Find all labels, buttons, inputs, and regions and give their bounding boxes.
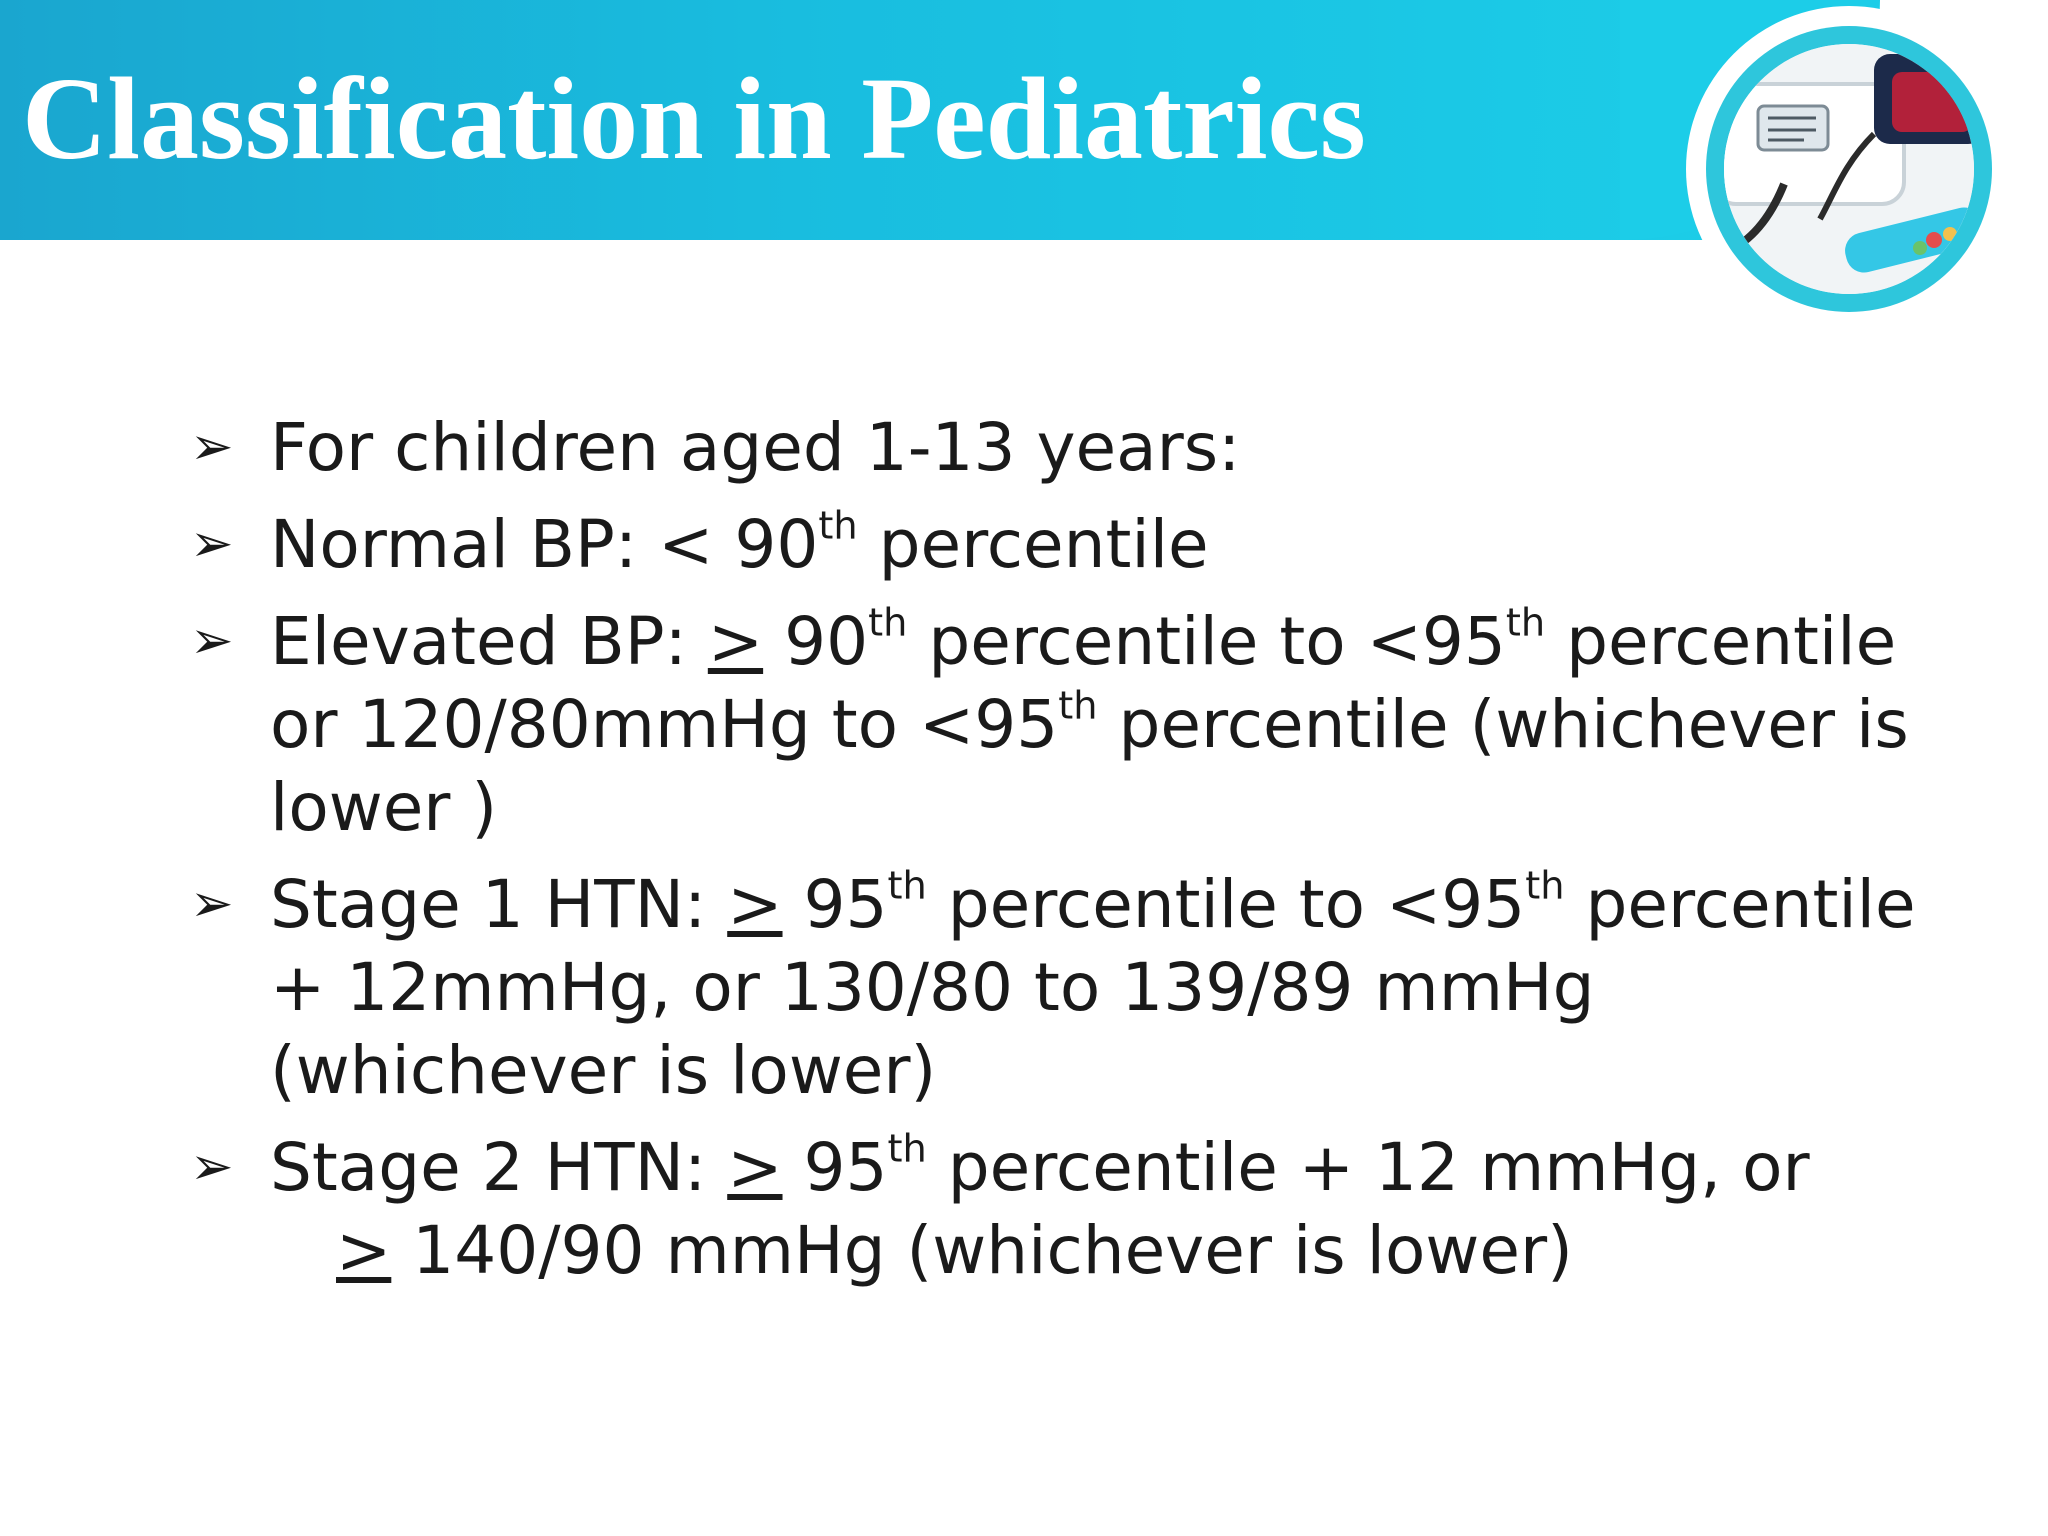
arrow-bullet-icon: ➢: [190, 874, 234, 934]
bullet-list: ➢ For children aged 1-13 years: ➢ Normal…: [190, 406, 1930, 1306]
greater-equal-symbol: >: [727, 1129, 783, 1206]
list-item: ➢ Stage 1 HTN: > 95th percentile to <95t…: [190, 863, 1930, 1112]
superscript: th: [1525, 863, 1565, 909]
superscript: th: [1058, 683, 1098, 729]
bullet-text: Stage 1 HTN:: [270, 866, 728, 943]
bullet-text: percentile + 12 mmHg, or: [926, 1129, 1810, 1206]
bullet-text: Stage 2 HTN:: [270, 1129, 728, 1206]
bullet-continuation: > 140/90 mmHg (whichever is lower): [270, 1209, 1930, 1292]
superscript: th: [1505, 600, 1546, 646]
arrow-bullet-icon: ➢: [190, 1137, 234, 1197]
list-item: ➢ Normal BP: < 90th percentile: [190, 503, 1930, 586]
greater-equal-symbol: >: [707, 603, 764, 680]
greater-equal-symbol: >: [336, 1212, 392, 1289]
greater-equal-symbol: >: [727, 866, 783, 943]
bullet-text: percentile to <95: [926, 866, 1526, 943]
list-item: ➢ Stage 2 HTN: > 95th percentile + 12 mm…: [190, 1126, 1930, 1292]
bullet-text: 90: [763, 603, 869, 680]
bullet-text: percentile: [857, 506, 1209, 583]
bullet-text: percentile or 120/80mmHg to <95: [270, 603, 1897, 763]
superscript: th: [887, 1126, 927, 1172]
logo-disc: [1706, 26, 1992, 312]
bullet-text: 95: [782, 866, 888, 943]
logo-badge: [1686, 6, 2012, 332]
superscript: th: [887, 863, 927, 909]
arrow-bullet-icon: ➢: [190, 514, 234, 574]
superscript: th: [818, 503, 858, 549]
bullet-text: Normal BP: < 90: [270, 506, 819, 583]
bullet-text: 140/90 mmHg (whichever is lower): [391, 1212, 1573, 1289]
blood-pressure-monitor-icon: [1724, 44, 1974, 294]
bullet-text: percentile (whichever is lower ): [270, 686, 1909, 846]
bullet-text: 95: [782, 1129, 888, 1206]
arrow-bullet-icon: ➢: [190, 417, 234, 477]
arrow-bullet-icon: ➢: [190, 611, 234, 671]
bullet-text: percentile + 12mmHg, or 130/80 to 139/89…: [270, 866, 1916, 1109]
bullet-text: Elevated BP:: [270, 603, 708, 680]
list-item: ➢ For children aged 1-13 years:: [190, 406, 1930, 489]
bullet-text: percentile to <95: [907, 603, 1506, 680]
slide-title: Classification in Pediatrics: [22, 53, 1366, 184]
superscript: th: [868, 600, 908, 646]
bullet-text: For children aged 1-13 years:: [270, 409, 1241, 486]
list-item: ➢ Elevated BP: > 90th percentile to <95t…: [190, 600, 1930, 849]
